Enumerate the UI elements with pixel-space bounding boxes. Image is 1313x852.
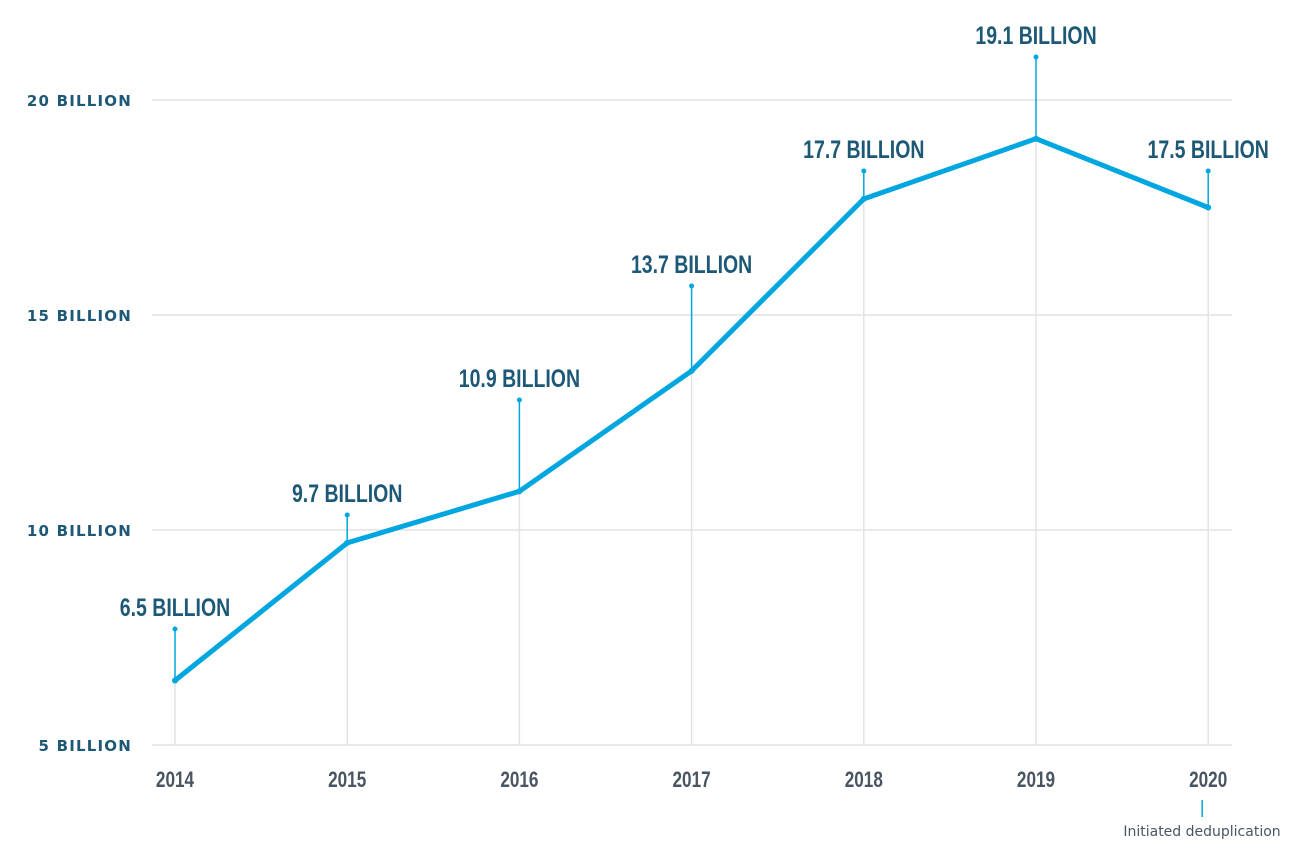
annotation-text: Initiated deduplication [1123,824,1280,840]
x-tick-label: 2014 [156,768,194,793]
data-label: 9.7 BILLION [292,480,402,508]
x-tick-label: 2017 [673,768,711,793]
data-point [688,367,695,374]
leader-dot [861,168,867,174]
data-label: 10.9 BILLION [459,365,580,393]
y-tick-label: 10 BILLION [27,522,132,540]
leader-dot [1205,168,1211,174]
x-tick-label: 2020 [1189,768,1227,793]
y-tick-label: 15 BILLION [27,307,132,325]
leader-dot [172,626,178,632]
data-point [1205,204,1212,211]
leader-dot [689,283,695,289]
data-point [516,488,523,495]
x-tick-label: 2018 [845,768,883,793]
data-label: 17.5 BILLION [1148,136,1269,164]
leader-dot [516,397,522,403]
x-tick-label: 2016 [500,768,538,793]
data-point [172,677,178,684]
data-label: 19.1 BILLION [975,22,1096,50]
data-label: 13.7 BILLION [631,251,752,279]
data-point [1033,135,1039,142]
data-point [860,195,867,202]
data-label: 6.5 BILLION [120,594,230,622]
y-tick-label: 5 BILLION [39,737,132,755]
data-point [344,539,351,546]
x-tick-label: 2019 [1017,768,1055,793]
x-tick-label: 2015 [328,768,366,793]
data-label: 17.7 BILLION [803,136,924,164]
leader-dot [1033,54,1039,60]
leader-dot [344,512,350,518]
y-tick-label: 20 BILLION [27,92,132,110]
